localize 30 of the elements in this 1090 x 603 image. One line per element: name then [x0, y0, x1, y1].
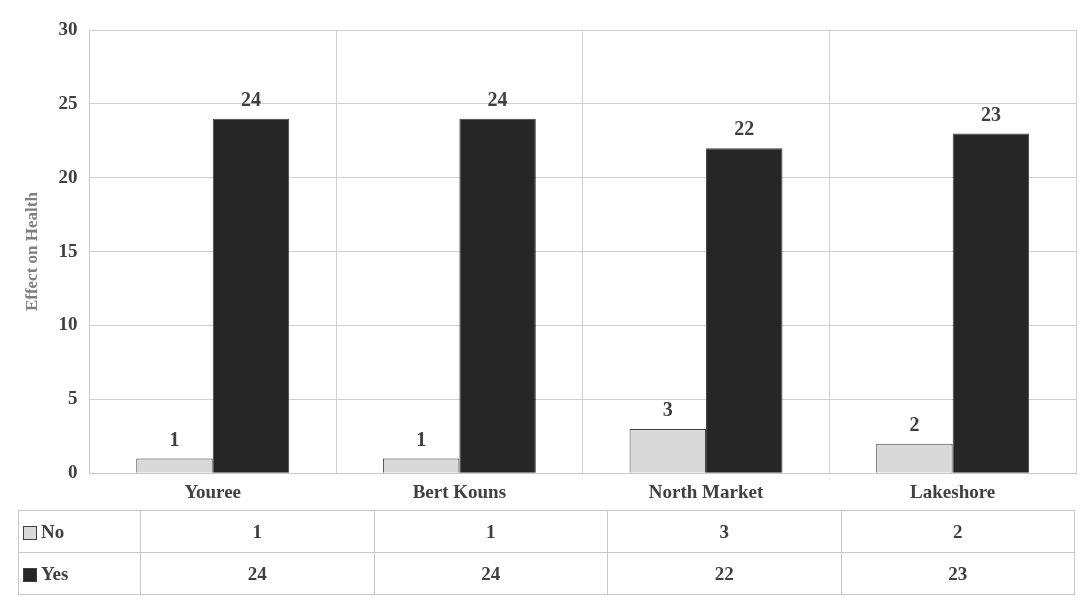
- data-label: 23: [980, 102, 1001, 125]
- text: 3: [607, 510, 841, 553]
- legend-label: Yes: [18, 552, 141, 595]
- x-tick-label: Lakeshore: [910, 480, 996, 502]
- data-label: 1: [416, 427, 427, 450]
- legend-label: No: [18, 510, 141, 553]
- data-label: 2: [909, 412, 920, 435]
- data-label: 22: [734, 117, 755, 140]
- text: 1: [140, 510, 374, 553]
- text: 24: [140, 552, 374, 595]
- y-axis-title: Effect on Health: [21, 191, 41, 312]
- y-tick-label: 30: [58, 17, 78, 39]
- x-tick-label: Bert Kouns: [412, 480, 507, 502]
- y-tick-label: 20: [58, 165, 78, 187]
- text: 24: [374, 552, 608, 595]
- y-tick-label: 10: [58, 313, 78, 335]
- text: 2: [841, 510, 1075, 553]
- y-tick-label: 15: [58, 239, 78, 261]
- text: 23: [841, 552, 1075, 595]
- x-tick-label: Youree: [184, 480, 242, 502]
- y-tick-label: 0: [67, 461, 78, 483]
- y-tick-label: 25: [58, 91, 78, 113]
- text: 1: [374, 510, 608, 553]
- data-label: 24: [240, 87, 261, 110]
- text: 22: [607, 552, 841, 595]
- x-tick-label: North Market: [648, 480, 764, 502]
- y-tick-label: 5: [67, 387, 78, 409]
- data-label: 1: [169, 427, 180, 450]
- data-label: 3: [662, 398, 673, 421]
- data-label: 24: [487, 87, 508, 110]
